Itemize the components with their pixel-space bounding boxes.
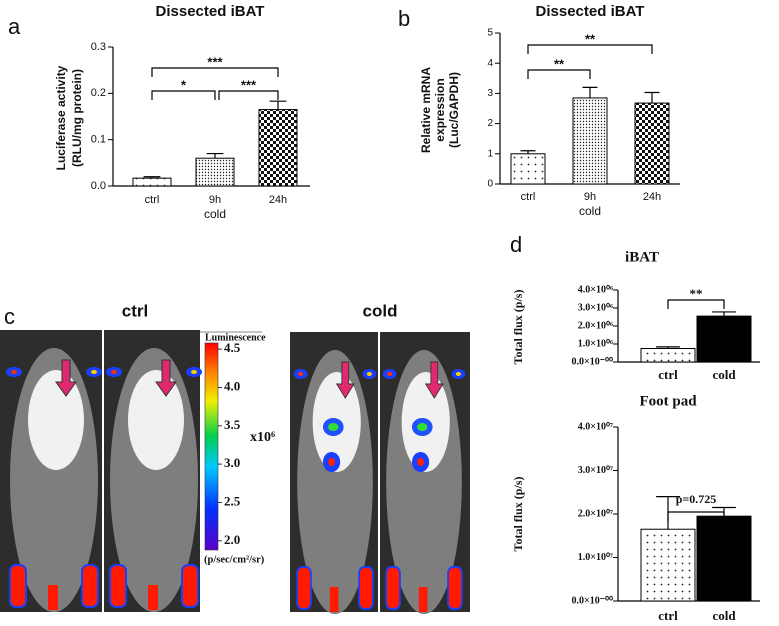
colorbar-tick-label: 3.0 [224, 455, 240, 470]
y-tick-label: 3.0×10⁰⁶ [578, 302, 613, 313]
bar [640, 528, 696, 602]
error-bar [206, 152, 224, 159]
x-tick-label: ctrl [145, 194, 160, 206]
x-tick-label: cold [712, 367, 736, 382]
x-tick-label: ctrl [658, 367, 678, 382]
colorbar-multiplier: x10⁶ [250, 430, 275, 445]
y-tick-label: 0.0×10⁻⁰⁰ [572, 356, 614, 367]
y-tick-label: 2 [487, 118, 493, 129]
panel-label: a [8, 14, 21, 39]
significance-label: ** [554, 56, 565, 71]
y-tick-label: 0.0 [91, 180, 106, 192]
y-axis-label: expression [433, 78, 447, 141]
y-axis-label: Luciferase activity [54, 65, 68, 170]
bar [640, 348, 696, 363]
group-label: cold [363, 301, 398, 320]
x-tick-label: cold [712, 608, 736, 623]
colorbar [204, 342, 219, 551]
colorbar-tick-label: 3.5 [224, 417, 241, 432]
chart-title: Dissected iBAT [536, 3, 645, 20]
y-axis-label: Total flux (p/s) [511, 290, 525, 365]
y-tick-label: 1.0×10⁰⁷ [578, 552, 613, 563]
panel-label: d [510, 232, 522, 257]
bar [510, 153, 546, 185]
y-tick-label: 4.0×10⁰⁶ [578, 284, 613, 295]
bar [195, 157, 235, 187]
significance-label: *** [207, 54, 223, 69]
significance-label: *** [241, 77, 257, 92]
bar [696, 315, 752, 363]
significance-label: p=0.725 [676, 492, 717, 506]
colorbar-title: Luminescence [205, 332, 266, 343]
colorbar-tick-label: 2.0 [224, 532, 240, 547]
significance-bracket [151, 67, 279, 77]
x-tick-label: 24h [643, 191, 661, 203]
panel-label: b [398, 6, 410, 31]
cold-images [290, 332, 470, 615]
y-axis-label: Total flux (p/s) [511, 477, 525, 552]
y-tick-label: 4.0×10⁰⁷ [578, 421, 613, 432]
bar [696, 515, 752, 602]
chart-title: Foot pad [639, 393, 697, 409]
x-tick-label: ctrl [658, 608, 678, 623]
colorbar-tick-label: 4.0 [224, 378, 240, 393]
significance-label: ** [585, 31, 596, 46]
error-bar [520, 150, 536, 154]
chart-title: Dissected iBAT [156, 3, 265, 20]
bar [132, 177, 172, 187]
y-axis-label: (Luc/GAPDH) [447, 72, 461, 148]
bar [634, 102, 670, 185]
y-tick-label: 5 [487, 28, 493, 39]
y-tick-label: 3 [487, 88, 493, 99]
x-tick-label: 9h [209, 194, 221, 206]
panel-label: c [4, 304, 15, 329]
significance-bracket [667, 511, 725, 521]
x-tick-label: ctrl [521, 191, 536, 203]
y-tick-label: 2.0×10⁰⁶ [578, 320, 613, 331]
significance-bracket [527, 69, 591, 79]
y-tick-label: 1 [487, 148, 493, 159]
y-tick-label: 0.3 [91, 41, 106, 53]
significance-label: ** [690, 286, 703, 301]
y-tick-label: 0 [487, 179, 493, 190]
significance-bracket [151, 90, 216, 100]
y-tick-label: 2.0×10⁰⁷ [578, 508, 613, 519]
error-bar [644, 91, 660, 104]
y-tick-label: 4 [487, 58, 493, 69]
x-tick-label: 24h [269, 194, 287, 206]
error-bar [712, 311, 736, 317]
ctrl-images [0, 330, 203, 613]
error-bar [269, 100, 287, 110]
error-bar [582, 86, 598, 98]
y-tick-label: 0.2 [91, 87, 106, 99]
x-tick-label: 9h [584, 191, 596, 203]
y-axis-label: (RLU/mg protein) [70, 69, 84, 167]
colorbar-tick-label: 4.5 [224, 340, 241, 355]
chart-title: iBAT [625, 249, 659, 265]
y-axis-label: Relative mRNA [419, 67, 433, 153]
y-tick-label: 0.0×10⁻⁰⁰ [572, 595, 614, 606]
group-label: ctrl [122, 301, 148, 320]
significance-bracket [527, 44, 653, 54]
bar [572, 97, 608, 185]
y-tick-label: 0.1 [91, 134, 106, 146]
x-axis-label: cold [579, 204, 601, 218]
colorbar-tick-label: 2.5 [224, 493, 241, 508]
y-tick-label: 1.0×10⁰⁶ [578, 338, 613, 349]
y-tick-label: 3.0×10⁰⁷ [578, 465, 613, 476]
bar [258, 109, 298, 187]
significance-bracket [218, 90, 279, 100]
x-axis-label: cold [204, 207, 226, 221]
significance-label: * [181, 77, 187, 92]
significance-bracket [667, 299, 725, 309]
colorbar-unit: (p/sec/cm²/sr) [204, 554, 265, 565]
